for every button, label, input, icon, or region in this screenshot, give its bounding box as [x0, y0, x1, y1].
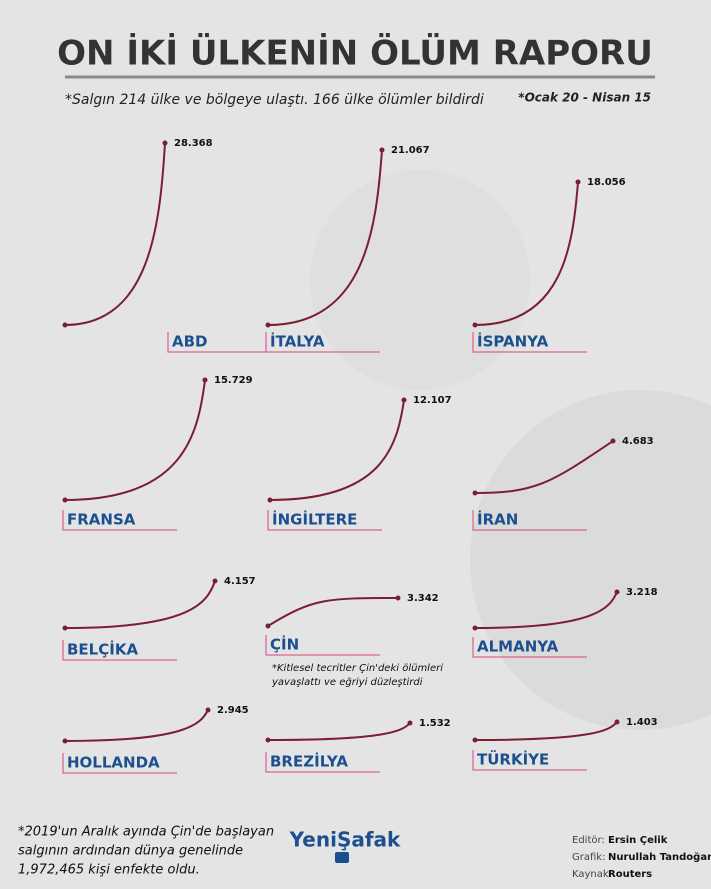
- credit-role: Kaynak:: [572, 869, 612, 880]
- country-label: ABD: [172, 333, 208, 351]
- footer-note: salgının ardından dünya genelinde: [18, 844, 243, 859]
- value-label: 21.067: [391, 145, 430, 156]
- credit-name: Nurullah Tandoğan: [608, 851, 711, 863]
- value-label: 3.218: [626, 587, 658, 598]
- curve: [474, 591, 618, 629]
- credit-name: Routers: [608, 869, 652, 880]
- panel-note: yavaşlattı ve eğriyi düzleştirdi: [271, 677, 423, 688]
- value-label: 1.403: [626, 717, 658, 728]
- value-label: 15.729: [214, 375, 253, 386]
- curve: [474, 181, 579, 326]
- credit-name: Ersin Çelik: [608, 835, 668, 846]
- end-dot: [401, 397, 407, 403]
- start-dot: [265, 737, 271, 743]
- footer: *2019'un Aralık ayında Çin'de başlayan sa…: [18, 825, 711, 881]
- curve: [269, 399, 405, 501]
- country-label: İNGİLTERE: [272, 510, 357, 529]
- start-dot: [472, 322, 478, 328]
- start-dot: [62, 497, 68, 503]
- country-label: ÇİN: [270, 635, 299, 654]
- end-dot: [610, 438, 616, 444]
- start-dot: [265, 322, 271, 328]
- logo: YeniŞafak: [289, 828, 401, 852]
- country-label: FRANSA: [67, 511, 136, 529]
- country-label: BREZİLYA: [270, 752, 348, 771]
- credit-role: Grafik:: [572, 852, 605, 863]
- label-bracket: [472, 750, 587, 771]
- label-bracket: [265, 752, 380, 773]
- curve: [474, 440, 614, 494]
- title: ON İKİ ÜLKENİN ÖLÜM RAPORU: [57, 33, 653, 74]
- end-dot: [614, 719, 620, 725]
- label-bracket: [265, 332, 380, 353]
- label-bracket: [472, 637, 587, 658]
- curve: [474, 721, 618, 741]
- country-label: HOLLANDA: [67, 754, 160, 772]
- end-dot: [205, 707, 211, 713]
- start-dot: [62, 322, 68, 328]
- country-label: TÜRKİYE: [477, 750, 549, 769]
- curve: [267, 597, 399, 627]
- end-dot: [614, 589, 620, 595]
- curve: [64, 580, 216, 629]
- country-label: İRAN: [477, 510, 518, 529]
- curve: [64, 379, 206, 501]
- logo-icon: [335, 852, 349, 863]
- end-dot: [202, 377, 208, 383]
- start-dot: [472, 490, 478, 496]
- panels: 28.368 ABD 21.067 İTALYA 18.056 İSPANYA 15.729…: [62, 138, 658, 774]
- value-label: 4.157: [224, 576, 256, 587]
- period: *Ocak 20 - Nisan 15: [518, 91, 651, 105]
- virus-decoration: [470, 390, 711, 730]
- value-label: 3.342: [407, 593, 439, 604]
- value-label: 1.532: [419, 718, 451, 729]
- footer-note: 1,972,465 kişi enfekte oldu.: [18, 863, 200, 878]
- start-dot: [472, 737, 478, 743]
- start-dot: [267, 497, 273, 503]
- label-bracket: [265, 635, 380, 656]
- curve: [64, 142, 166, 326]
- footer-note: *2019'un Aralık ayında Çin'de başlayan: [18, 825, 274, 840]
- curve: [267, 722, 411, 741]
- country-label: BELÇİKA: [67, 640, 138, 659]
- credit-role: Editör:: [572, 835, 605, 846]
- label-bracket: [62, 753, 177, 774]
- end-dot: [379, 147, 385, 153]
- virus-decoration: [310, 170, 530, 390]
- label-bracket: [267, 510, 382, 531]
- value-label: 28.368: [174, 138, 213, 149]
- country-label: İTALYA: [270, 332, 325, 351]
- country-label: İSPANYA: [477, 332, 549, 351]
- label-bracket: [472, 332, 587, 353]
- start-dot: [472, 625, 478, 631]
- start-dot: [62, 625, 68, 631]
- value-label: 4.683: [622, 436, 654, 447]
- label-bracket: [472, 510, 587, 531]
- curve: [64, 709, 209, 742]
- start-dot: [62, 738, 68, 744]
- curve: [267, 149, 383, 326]
- start-dot: [265, 623, 271, 629]
- end-dot: [407, 720, 413, 726]
- panel-note: *Kitlesel tecritler Çin'deki ölümleri: [272, 663, 443, 674]
- country-label: ALMANYA: [477, 638, 559, 656]
- end-dot: [575, 179, 581, 185]
- label-bracket: [167, 332, 282, 353]
- subtitle: *Salgın 214 ülke ve bölgeye ulaştı. 166 …: [65, 92, 484, 108]
- end-dot: [212, 578, 218, 584]
- end-dot: [395, 595, 401, 601]
- value-label: 12.107: [413, 395, 452, 406]
- label-bracket: [62, 640, 177, 661]
- end-dot: [162, 140, 168, 146]
- value-label: 18.056: [587, 177, 626, 188]
- value-label: 2.945: [217, 705, 249, 716]
- label-bracket: [62, 510, 177, 531]
